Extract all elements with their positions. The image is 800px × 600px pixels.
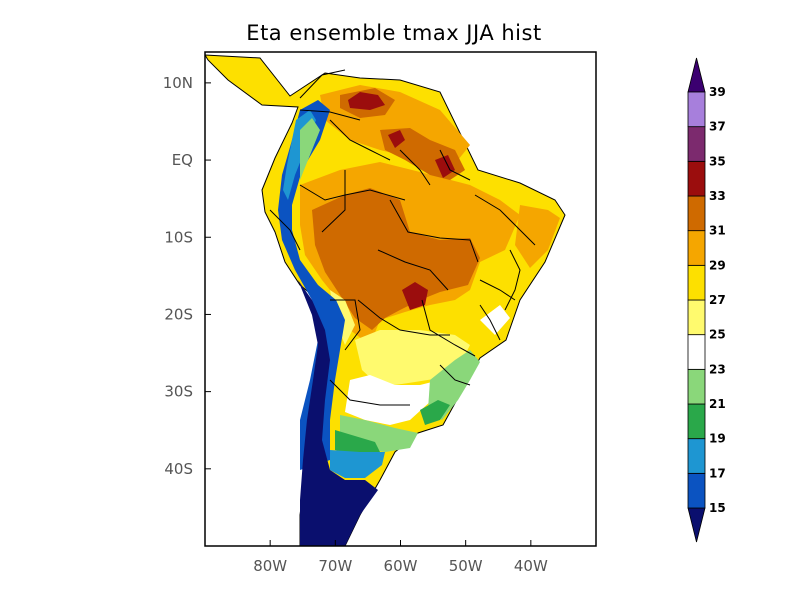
zone-35-a [348,92,385,110]
country-borders [269,69,536,406]
x-tick-label: 70W [318,557,352,575]
colorbar: 15 17 19 21 23 25 27 29 31 33 35 37 39 [687,57,726,543]
colorbar-swatch [687,126,706,162]
x-tick-label: 50W [449,557,483,575]
colorbar-swatch [687,438,706,474]
colorbar-swatch [687,472,706,509]
map-title: Eta ensemble tmax JJA hist [246,21,541,45]
colorbar-swatch [687,91,706,128]
colorbar-label: 23 [709,362,726,376]
colorbar-label: 35 [709,154,726,168]
zone-35-b [388,130,405,148]
zone-33 [312,188,480,330]
colorbar-swatch [687,264,706,301]
zone-17 [330,450,385,478]
zone-19 [335,430,380,455]
map-field [205,54,566,546]
x-tick-label: 80W [253,557,287,575]
y-tick-label: 40S [164,460,193,478]
colorbar-label: 29 [709,258,726,272]
zone-below15 [298,280,378,546]
y-tick-label: 10S [164,228,193,246]
colorbar-swatch [687,195,706,232]
x-tick-label: 40W [514,557,548,575]
x-tick-label: 60W [384,557,418,575]
y-tick-label: 20S [164,305,193,323]
colorbar-label: 33 [709,189,726,203]
zone-35-c [435,155,455,178]
zone-35-d [402,282,428,310]
colorbar-label: 31 [709,224,726,238]
colorbar-bottom-arrow [687,507,706,543]
zone-23-southeast [480,305,510,335]
colorbar-swatch [687,299,706,336]
colorbar-label: 17 [709,466,726,480]
y-tick-label: 30S [164,383,193,401]
y-tick-label: 10N [163,74,193,92]
colorbar-label: 25 [709,328,726,342]
colorbar-label: 39 [709,85,726,99]
colorbar-swatch [687,334,706,370]
y-tick-label: EQ [172,151,193,169]
colorbar-top-arrow [687,57,706,93]
colorbar-swatch [687,403,706,440]
zone-23-andes-north [300,118,320,180]
colorbar-label: 19 [709,432,726,446]
zone-31-east [515,205,560,268]
zone-23 [345,375,440,425]
colorbar-label: 15 [709,501,726,515]
x-axis: 80W 70W 60W 50W 40W [253,540,548,575]
colorbar-swatch [687,160,706,197]
y-axis: 10N EQ 10S 20S 30S 40S [163,74,211,478]
colorbar-label: 21 [709,397,726,411]
colorbar-label: 27 [709,293,726,307]
colorbar-swatch [687,230,706,266]
colorbar-label: 37 [709,120,726,134]
colorbar-swatch [687,368,706,405]
zone-15-andes [278,100,345,470]
zone-19-uruguay [420,400,450,425]
